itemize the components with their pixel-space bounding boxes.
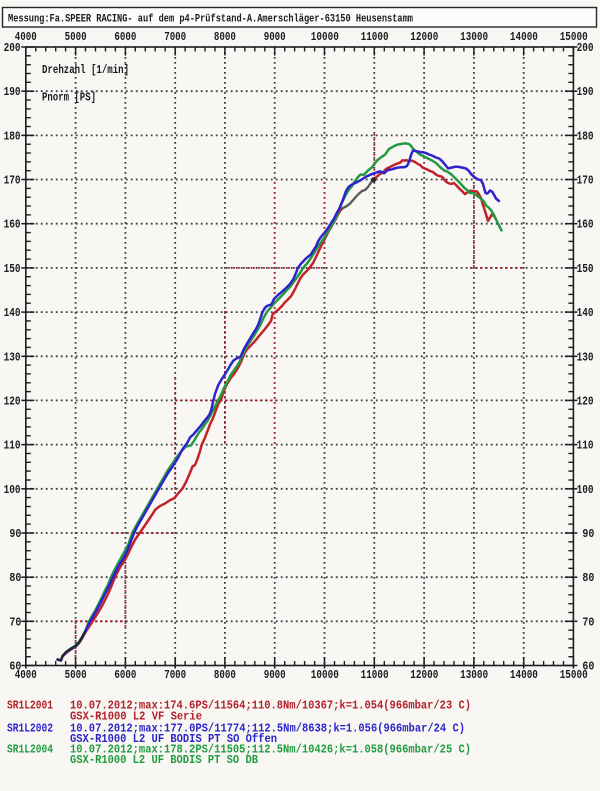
svg-text:7000: 7000 xyxy=(164,30,186,44)
svg-text:120: 120 xyxy=(4,394,21,408)
svg-text:140: 140 xyxy=(577,306,594,320)
svg-text:160: 160 xyxy=(577,218,594,232)
svg-text:180: 180 xyxy=(4,129,21,143)
svg-text:GSX-R1000 L2 UF BODIS PT SO Of: GSX-R1000 L2 UF BODIS PT SO Offen xyxy=(70,732,277,746)
svg-text:SR1L2002: SR1L2002 xyxy=(7,722,53,736)
svg-text:200: 200 xyxy=(577,41,594,55)
svg-text:Pnorm [PS]: Pnorm [PS] xyxy=(42,91,96,105)
svg-text:4000: 4000 xyxy=(15,30,37,44)
svg-text:60: 60 xyxy=(582,660,594,674)
svg-text:13000: 13000 xyxy=(460,668,488,682)
svg-text:10.07.2012;max:174.6PS/11564;1: 10.07.2012;max:174.6PS/11564;110.8Nm/103… xyxy=(70,698,471,712)
svg-text:130: 130 xyxy=(577,350,594,364)
svg-text:120: 120 xyxy=(577,394,594,408)
svg-text:150: 150 xyxy=(4,262,21,276)
svg-text:170: 170 xyxy=(4,174,21,188)
svg-text:70: 70 xyxy=(582,615,594,629)
svg-text:10000: 10000 xyxy=(311,668,339,682)
svg-text:Messung:Fa.SPEER RACING- auf d: Messung:Fa.SPEER RACING- auf dem p4-Prüf… xyxy=(8,14,413,26)
svg-text:80: 80 xyxy=(9,571,21,585)
svg-text:150: 150 xyxy=(577,262,594,276)
svg-text:15000: 15000 xyxy=(560,30,588,44)
svg-text:60: 60 xyxy=(9,660,21,674)
svg-text:170: 170 xyxy=(577,174,594,188)
svg-text:13000: 13000 xyxy=(460,30,488,44)
svg-text:70: 70 xyxy=(9,615,21,629)
svg-text:7000: 7000 xyxy=(164,668,186,682)
svg-text:5000: 5000 xyxy=(65,668,87,682)
svg-text:140: 140 xyxy=(4,306,21,320)
svg-text:8000: 8000 xyxy=(214,668,236,682)
svg-text:10.07.2012;max:178.2PS/11505;1: 10.07.2012;max:178.2PS/11505;112.5Nm/104… xyxy=(70,743,471,757)
svg-text:GSX-R1000 L2 UF BODIS PT SO DB: GSX-R1000 L2 UF BODIS PT SO DB xyxy=(70,753,258,767)
svg-text:GSX-R1000 L2 VF Serie: GSX-R1000 L2 VF Serie xyxy=(70,709,202,723)
svg-text:9000: 9000 xyxy=(264,30,286,44)
svg-text:100: 100 xyxy=(4,483,21,497)
svg-text:9000: 9000 xyxy=(264,668,286,682)
svg-text:11000: 11000 xyxy=(361,668,389,682)
svg-text:Drehzahl [1/min]: Drehzahl [1/min] xyxy=(42,63,129,77)
svg-text:12000: 12000 xyxy=(410,668,438,682)
svg-text:190: 190 xyxy=(577,85,594,99)
svg-text:110: 110 xyxy=(4,439,21,453)
svg-text:180: 180 xyxy=(577,129,594,143)
svg-text:6000: 6000 xyxy=(114,668,136,682)
svg-text:90: 90 xyxy=(582,527,594,541)
svg-text:100: 100 xyxy=(577,483,594,497)
svg-text:11000: 11000 xyxy=(361,30,389,44)
svg-text:14000: 14000 xyxy=(510,668,538,682)
svg-text:80: 80 xyxy=(582,571,594,585)
svg-text:15000: 15000 xyxy=(560,668,588,682)
svg-text:6000: 6000 xyxy=(114,30,136,44)
svg-text:14000: 14000 xyxy=(510,30,538,44)
svg-text:8000: 8000 xyxy=(214,30,236,44)
svg-text:160: 160 xyxy=(4,218,21,232)
svg-text:SR1L2004: SR1L2004 xyxy=(7,743,53,757)
svg-text:12000: 12000 xyxy=(410,30,438,44)
svg-text:130: 130 xyxy=(4,350,21,364)
svg-text:110: 110 xyxy=(577,439,594,453)
svg-text:10.07.2012;max:177.0PS/11774;1: 10.07.2012;max:177.0PS/11774;112.5Nm/863… xyxy=(70,722,465,736)
svg-text:10000: 10000 xyxy=(311,30,339,44)
svg-text:SR1L2001: SR1L2001 xyxy=(7,698,53,712)
svg-text:200: 200 xyxy=(4,41,21,55)
svg-text:90: 90 xyxy=(9,527,21,541)
svg-text:190: 190 xyxy=(4,85,21,99)
svg-text:5000: 5000 xyxy=(65,30,87,44)
svg-text:4000: 4000 xyxy=(15,668,37,682)
